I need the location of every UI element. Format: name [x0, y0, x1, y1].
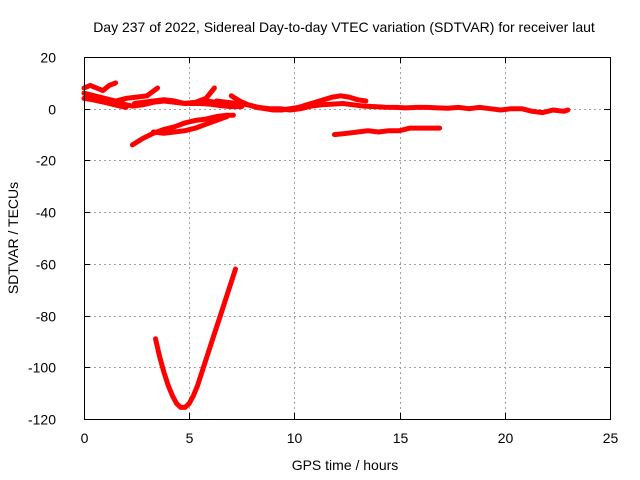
x-tick-label: 15	[393, 430, 409, 446]
y-tick-label: -20	[36, 153, 56, 169]
series-line-9	[129, 112, 236, 148]
x-tick-label: 25	[603, 430, 619, 446]
x-axis-label: GPS time / hours	[292, 457, 399, 473]
x-tick-label: 0	[81, 430, 89, 446]
y-tick-label: -40	[36, 205, 56, 221]
x-tick-label: 20	[498, 430, 514, 446]
y-tick-label: -120	[28, 412, 56, 428]
y-tick-label: 0	[48, 102, 56, 118]
y-axis-label: SDTVAR / TECUs	[5, 182, 21, 294]
series-line-12	[153, 266, 238, 410]
series-line-8	[228, 93, 369, 113]
series-line-10	[150, 114, 230, 136]
y-tick-label: -80	[36, 309, 56, 325]
axis-ticks: 0 5 10 15 20 25 -120 -100 -80 -60 -40 -20 0 20	[28, 50, 619, 447]
y-tick-label: -100	[28, 360, 56, 376]
y-tick-label: -60	[36, 257, 56, 273]
y-tick-label: 20	[40, 50, 56, 66]
series-line-6	[186, 101, 245, 110]
series-line-1	[81, 80, 119, 94]
x-tick-label: 10	[287, 430, 303, 446]
chart-title: Day 237 of 2022, Sidereal Day-to-day VTE…	[93, 19, 595, 35]
plot-frame	[84, 57, 611, 420]
grid	[84, 57, 610, 419]
series-line-4	[113, 85, 161, 104]
series-line-11	[331, 125, 443, 138]
x-tick-label: 5	[186, 430, 194, 446]
series-line-3	[81, 95, 129, 110]
series-line-5	[132, 85, 217, 106]
series-layer	[81, 80, 571, 410]
